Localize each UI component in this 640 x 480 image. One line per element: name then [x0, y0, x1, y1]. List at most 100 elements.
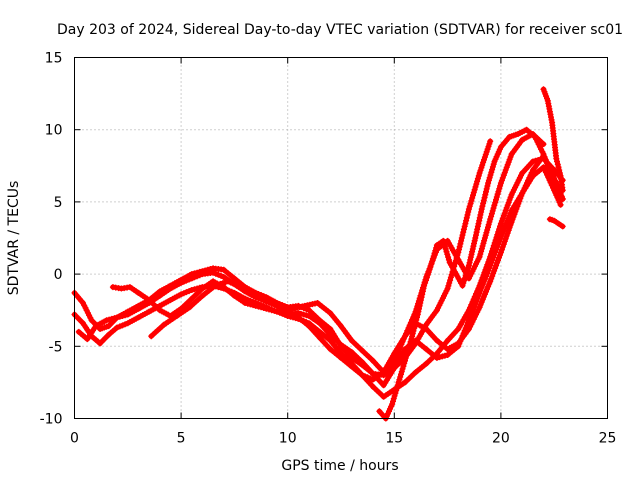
data-point [306, 323, 312, 329]
data-point [84, 336, 90, 342]
data-point [498, 220, 504, 227]
axis-ticks [74, 57, 608, 419]
data-point [434, 337, 440, 344]
data-point [408, 336, 414, 342]
data-point [317, 320, 323, 326]
data-point [453, 271, 459, 277]
data-point [295, 314, 301, 321]
data-point [447, 259, 453, 266]
data-point [359, 372, 365, 378]
data-point [167, 297, 174, 303]
x-tick-label: 5 [177, 431, 186, 447]
data-point [289, 306, 295, 312]
data-point [302, 303, 308, 309]
y-tick-label: 5 [54, 195, 63, 211]
data-point [106, 323, 112, 329]
data-point [466, 206, 472, 212]
data-point [210, 278, 216, 284]
data-point [434, 355, 440, 361]
data-point [476, 304, 483, 310]
data-point [476, 254, 483, 260]
data-point [487, 138, 493, 144]
data-point [135, 314, 142, 321]
data-point [491, 158, 498, 165]
data-point [76, 329, 82, 335]
data-point [189, 296, 195, 302]
data-point [231, 275, 237, 282]
data-point [221, 267, 227, 273]
x-tick-label: 0 [70, 431, 79, 447]
data-point [189, 275, 195, 282]
series-line [148, 131, 547, 375]
data-point [317, 335, 323, 341]
series-trace-4 [109, 164, 564, 389]
data-point [434, 242, 440, 248]
data-point [476, 290, 483, 296]
data-point [547, 216, 553, 222]
data-point [466, 262, 472, 269]
data-point [508, 207, 515, 214]
data-point [459, 283, 466, 289]
data-point [381, 382, 387, 388]
data-point [402, 333, 408, 339]
plot-frame [74, 57, 608, 419]
data-point [225, 278, 231, 284]
data-point [161, 322, 167, 328]
data-point [540, 151, 547, 157]
data-point [445, 346, 451, 352]
data-point [395, 379, 402, 385]
data-point [80, 320, 86, 326]
data-point [440, 238, 446, 244]
data-point [487, 278, 493, 284]
data-point [189, 287, 195, 293]
data-point [210, 270, 216, 276]
data-point [327, 310, 333, 316]
data-point [555, 220, 562, 227]
data-point [349, 337, 355, 344]
chart-title: Day 203 of 2024, Sidereal Day-to-day VTE… [57, 22, 623, 38]
data-point [479, 206, 485, 212]
y-tick-label: -5 [49, 339, 63, 355]
data-point [349, 363, 355, 370]
plus-markers [75, 152, 566, 383]
data-point [370, 358, 376, 364]
data-point [445, 337, 451, 344]
data-point [114, 314, 120, 321]
plus-markers [148, 131, 547, 376]
data-point [263, 306, 269, 312]
series-trace-6 [376, 126, 566, 422]
data-point [560, 223, 566, 230]
data-point [560, 196, 566, 202]
data-point [93, 323, 99, 329]
data-point [80, 300, 86, 306]
data-point [485, 180, 491, 186]
y-tick-label: 0 [54, 267, 63, 283]
data-point [553, 180, 559, 186]
data-point [519, 190, 525, 196]
data-point [135, 306, 142, 312]
data-point [530, 173, 536, 179]
data-point [359, 348, 365, 354]
data-point [250, 290, 257, 296]
data-point [88, 317, 95, 323]
data-point [498, 144, 504, 150]
data-point [97, 326, 103, 332]
data-point [402, 379, 408, 385]
data-point [210, 265, 216, 271]
series-trace-3 [75, 152, 566, 383]
data-point [553, 155, 559, 162]
data-point [519, 137, 525, 143]
data-point [295, 310, 301, 316]
data-point [376, 408, 382, 414]
data-point [274, 309, 280, 315]
data-point [103, 317, 110, 323]
data-point [427, 264, 434, 270]
data-point [349, 349, 355, 355]
series-trace-8 [546, 216, 566, 230]
data-point [359, 359, 365, 365]
grid-lines [74, 57, 608, 419]
data-point [498, 249, 504, 256]
data-point [508, 192, 515, 198]
x-tick-label: 15 [385, 431, 403, 447]
